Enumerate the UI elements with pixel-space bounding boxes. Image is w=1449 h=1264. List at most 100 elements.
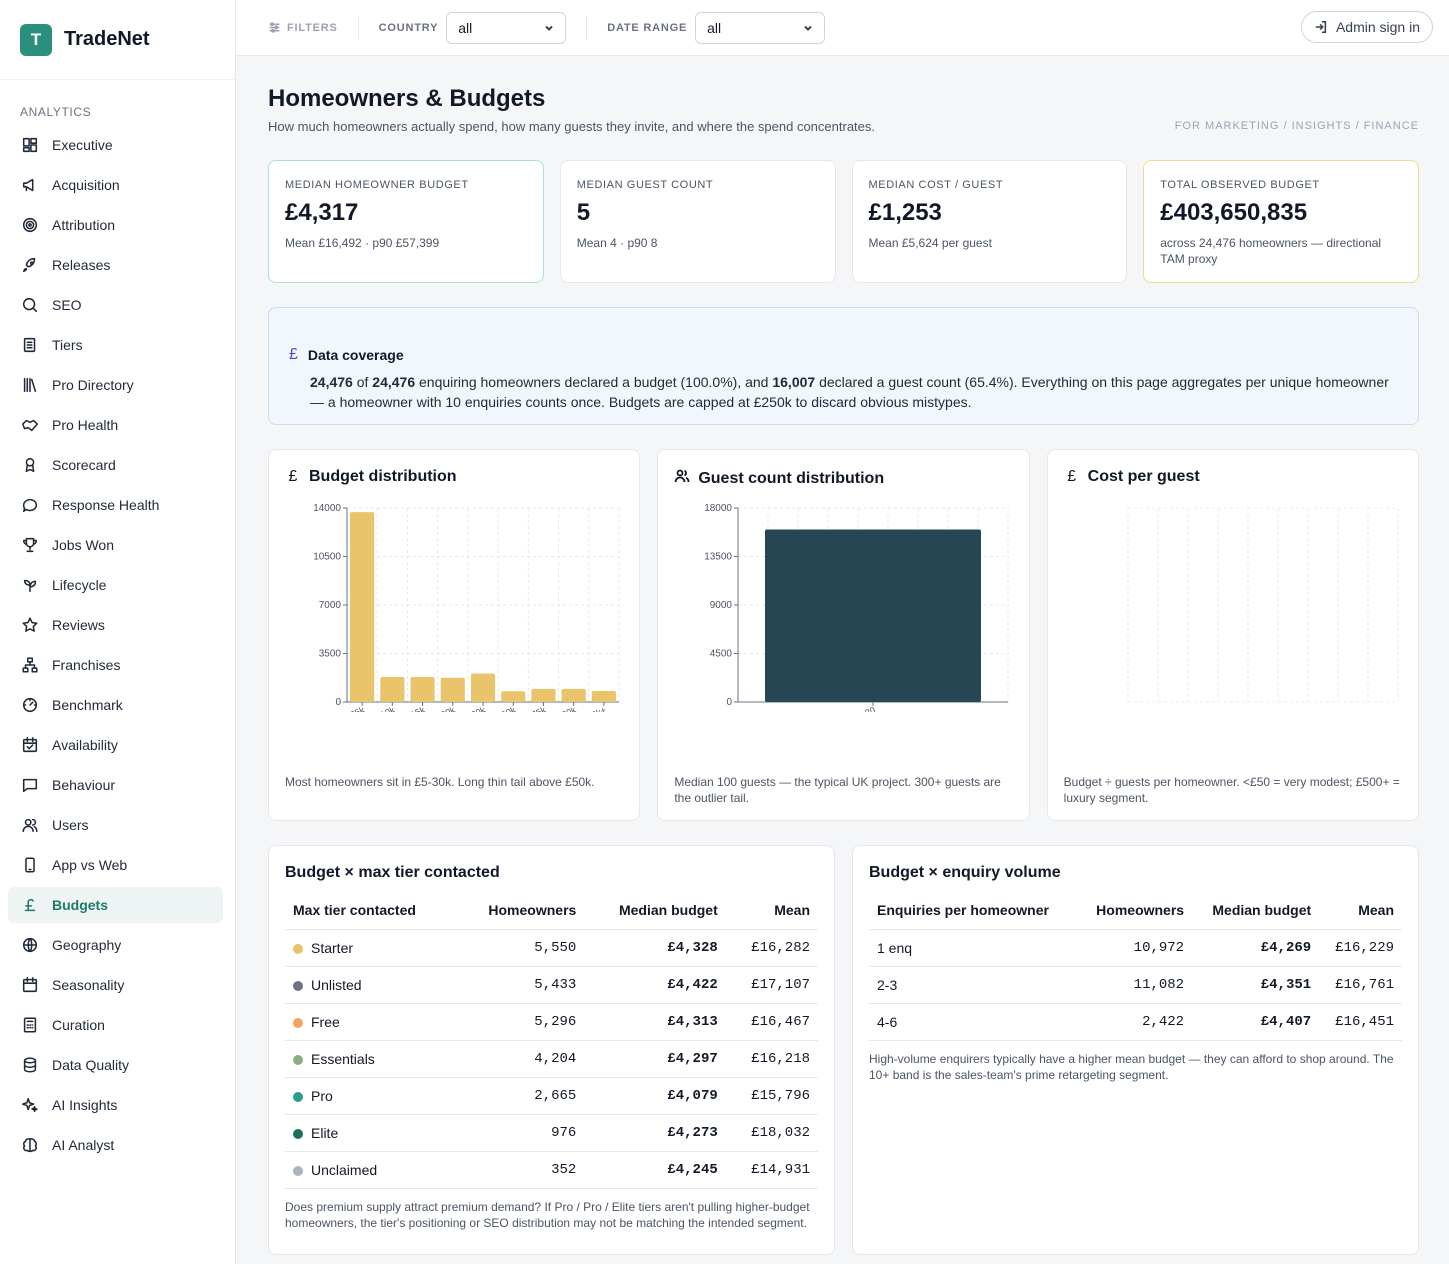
homeowners-cell: 5,296 (456, 1003, 585, 1041)
kpi-card: MEDIAN HOMEOWNER BUDGET £4,317 Mean £16,… (268, 160, 544, 283)
card-title: Budget × enquiry volume (869, 864, 1061, 881)
tables-row: Budget × max tier contacted Max tier con… (268, 845, 1419, 1255)
globe-icon (20, 935, 40, 955)
brand[interactable]: T TradeNet (0, 0, 235, 80)
admin-signin-label: Admin sign in (1335, 19, 1420, 35)
sidebar-item-releases[interactable]: Releases (8, 247, 223, 283)
users-icon (674, 468, 690, 489)
y-tick-label: 13500 (705, 552, 733, 563)
admin-signin-button[interactable]: Admin sign in (1300, 11, 1433, 43)
sidebar-item-executive[interactable]: Executive (8, 127, 223, 163)
median-budget-cell: £4,422 (584, 966, 726, 1004)
bar (440, 677, 465, 702)
enquiry-table: Enquiries per homeowner Homeowners Media… (869, 902, 1402, 1041)
filters-text: FILTERS (287, 21, 338, 34)
sidebar-item-availability[interactable]: Availability (8, 727, 223, 763)
country-select[interactable]: all (446, 11, 567, 44)
sidebar-item-budgets[interactable]: Budgets (8, 887, 223, 923)
date-range-select[interactable]: all (695, 11, 826, 44)
column-header[interactable]: Mean (1319, 902, 1402, 930)
sidebar-item-ai-insights[interactable]: AI Insights (8, 1087, 223, 1123)
kpi-card: TOTAL OBSERVED BUDGET £403,650,835 acros… (1143, 160, 1419, 283)
column-header[interactable]: Enquiries per homeowner (869, 902, 1078, 930)
y-tick-label: 9000 (710, 600, 733, 611)
guest-count-card: Guest count distribution 0 4500 9000 13500 1… (657, 449, 1030, 821)
column-header[interactable]: Max tier contacted (285, 902, 457, 930)
table-row: Elite 976 £4,273 £18,032 (285, 1114, 818, 1152)
kpi-sub: across 24,476 homeowners — directional T… (1160, 236, 1382, 266)
sidebar-item-jobs-won[interactable]: Jobs Won (8, 527, 223, 563)
y-tick-label: 7000 (319, 600, 342, 611)
chevron-down-icon (804, 25, 812, 31)
sidebar-item-acquisition[interactable]: Acquisition (8, 167, 223, 203)
column-header[interactable]: Homeowners (1077, 902, 1193, 930)
sidebar-item-users[interactable]: Users (8, 807, 223, 843)
gauge-icon (20, 695, 40, 715)
sidebar-item-label: Data Quality (52, 1057, 130, 1073)
median-budget-cell: £4,269 (1192, 929, 1320, 967)
sidebar-item-pro-health[interactable]: Pro Health (8, 407, 223, 443)
sidebar-item-behaviour[interactable]: Behaviour (8, 767, 223, 803)
sidebar-item-seasonality[interactable]: Seasonality (8, 967, 223, 1003)
sidebar-item-franchises[interactable]: Franchises (8, 647, 223, 683)
sidebar-item-label: Benchmark (52, 697, 123, 713)
sidebar-item-seo[interactable]: SEO (8, 287, 223, 323)
table-row: Free 5,296 £4,313 £16,467 (285, 1003, 818, 1041)
kpi-value: £1,253 (868, 199, 942, 226)
kpi-sub: Mean £5,624 per guest (868, 236, 992, 250)
card-note: Median 100 guests — the typical UK proje… (674, 775, 1001, 805)
sidebar-item-app-vs-web[interactable]: App vs Web (8, 847, 223, 883)
median-budget-cell: £4,245 (584, 1151, 726, 1189)
tier-table-card: Budget × max tier contacted Max tier con… (268, 845, 835, 1255)
sidebar-item-benchmark[interactable]: Benchmark (8, 687, 223, 723)
card-title-text: Guest count distribution (698, 469, 885, 487)
median-budget-cell: £4,079 (584, 1077, 726, 1115)
megaphone-icon (20, 175, 40, 195)
sidebar: T TradeNet ANALYTICS Executive Acquisitio… (0, 0, 236, 1264)
sidebar-item-geography[interactable]: Geography (8, 927, 223, 963)
sidebar-item-scorecard[interactable]: Scorecard (8, 447, 223, 483)
sidebar-item-lifecycle[interactable]: Lifecycle (8, 567, 223, 603)
sidebar-item-pro-directory[interactable]: Pro Directory (8, 367, 223, 403)
sidebar-item-response-health[interactable]: Response Health (8, 487, 223, 523)
enquiry-table-body: 1 enq 10,972 £4,269 £16,229 2-3 11,082 £4,351 £… (869, 929, 1402, 1041)
tier-name: Essentials (311, 1051, 375, 1067)
plot-area: 0 4500 9000 13500 18000 < 30 (705, 503, 1009, 712)
tiers-icon (20, 335, 40, 355)
sidebar-item-curation[interactable]: Curation (8, 1007, 223, 1043)
sidebar-item-data-quality[interactable]: Data Quality (8, 1047, 223, 1083)
mean-cell: £16,761 (1319, 966, 1402, 1004)
sidebar-item-label: Behaviour (52, 777, 116, 793)
column-header[interactable]: Median budget (584, 902, 726, 930)
sidebar-item-attribution[interactable]: Attribution (8, 207, 223, 243)
table-row: Pro 2,665 £4,079 £15,796 (285, 1077, 818, 1115)
audience-tag: FOR MARKETING / INSIGHTS / FINANCE (1174, 120, 1419, 132)
x-tick-label: £30-50k (483, 705, 517, 712)
kpi-label: TOTAL OBSERVED BUDGET (1160, 179, 1320, 191)
tier-cell: Elite (285, 1114, 457, 1152)
column-header[interactable]: Homeowners (456, 902, 585, 930)
card-title: Budget × max tier contacted (285, 864, 500, 881)
sidebar-item-label: Users (52, 817, 89, 833)
sidebar-item-ai-analyst[interactable]: AI Analyst (8, 1127, 223, 1163)
country-value: all (458, 19, 473, 36)
sidebar-item-label: Pro Health (52, 417, 119, 433)
sidebar-item-label: AI Insights (52, 1097, 118, 1113)
sidebar-item-label: Acquisition (52, 177, 120, 193)
mean-cell: £16,218 (725, 1040, 818, 1078)
column-header[interactable]: Median budget (1192, 902, 1320, 930)
table-header-row: Max tier contacted Homeowners Median bud… (285, 902, 818, 930)
sprout-icon (20, 575, 40, 595)
kpi-label: MEDIAN GUEST COUNT (576, 179, 714, 191)
sidebar-item-reviews[interactable]: Reviews (8, 607, 223, 643)
tier-color-dot (293, 1055, 303, 1065)
sidebar-item-tiers[interactable]: Tiers (8, 327, 223, 363)
trophy-icon (20, 535, 40, 555)
column-header[interactable]: Mean (725, 902, 818, 930)
coverage-header: £ Data coverage (289, 346, 1402, 364)
tier-cell: Essentials (285, 1040, 457, 1078)
sidebar-item-label: Curation (52, 1017, 105, 1033)
sidebar-item-label: App vs Web (52, 857, 128, 873)
cost-per-guest-chart (1127, 507, 1399, 703)
kpi-card: MEDIAN GUEST COUNT 5 Mean 4 · p90 8 (559, 160, 836, 283)
